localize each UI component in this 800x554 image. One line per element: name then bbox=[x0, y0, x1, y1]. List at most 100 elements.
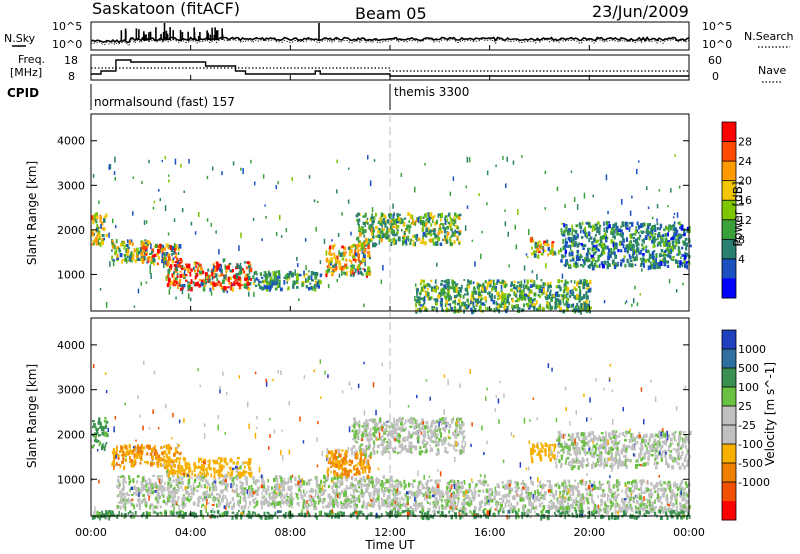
echo-cell bbox=[332, 456, 335, 461]
echo-cell bbox=[168, 444, 171, 449]
echo-cell bbox=[211, 482, 214, 486]
echo-cell bbox=[478, 292, 481, 297]
echo-cell bbox=[371, 239, 373, 242]
echo-cell bbox=[362, 475, 366, 481]
echo-cell bbox=[216, 278, 219, 282]
echo-cell bbox=[135, 254, 138, 258]
echo-cell bbox=[277, 181, 279, 185]
echo-cell bbox=[364, 223, 366, 228]
echo-cell bbox=[184, 466, 187, 471]
echo-cell bbox=[595, 233, 597, 237]
echo-cell bbox=[336, 478, 339, 481]
echo-cell bbox=[547, 304, 550, 310]
echo-cell bbox=[454, 233, 457, 236]
echo-cell bbox=[433, 242, 436, 245]
echo-cell bbox=[119, 476, 122, 478]
echo-cell bbox=[159, 457, 162, 462]
echo-cell bbox=[434, 241, 438, 246]
echo-cell bbox=[629, 243, 632, 248]
echo-cell bbox=[230, 457, 232, 461]
echo-cell bbox=[682, 240, 685, 244]
echo-cell bbox=[439, 418, 443, 421]
echo-cell bbox=[374, 499, 378, 503]
echo-cell bbox=[473, 306, 476, 309]
echo-cell bbox=[573, 197, 576, 202]
echo-cell bbox=[679, 226, 682, 229]
echo-cell bbox=[354, 249, 357, 254]
echo-cell bbox=[140, 281, 142, 286]
echo-cell bbox=[454, 429, 456, 433]
echo-cell bbox=[472, 293, 474, 298]
echo-cell bbox=[280, 476, 283, 482]
echo-cell bbox=[610, 248, 613, 252]
echo-cell bbox=[335, 487, 338, 493]
echo-cell bbox=[421, 440, 425, 445]
echo-cell bbox=[512, 284, 516, 289]
echo-cell bbox=[450, 223, 452, 227]
echo-cell bbox=[390, 241, 393, 246]
echo-cell bbox=[435, 429, 438, 433]
echo-cell bbox=[521, 308, 524, 313]
echo-cell bbox=[261, 479, 264, 484]
nave-line bbox=[91, 67, 689, 72]
echo-cell bbox=[588, 300, 591, 303]
echo-cell bbox=[517, 297, 520, 302]
echo-cell bbox=[169, 286, 171, 290]
echo-cell bbox=[296, 273, 299, 277]
echo-cell bbox=[173, 463, 175, 467]
echo-cell bbox=[550, 488, 553, 494]
echo-cell bbox=[615, 263, 618, 268]
echo-cell bbox=[434, 299, 438, 305]
echo-cell bbox=[531, 279, 534, 283]
echo-cell bbox=[341, 245, 344, 249]
echo-cell bbox=[508, 264, 510, 268]
echo-cell bbox=[508, 301, 511, 306]
echo-cell bbox=[244, 274, 247, 278]
echo-cell bbox=[386, 420, 388, 423]
echo-cell bbox=[369, 427, 372, 433]
echo-cell bbox=[524, 293, 527, 298]
echo-cell bbox=[411, 444, 414, 449]
echo-cell bbox=[646, 186, 648, 191]
echo-cell bbox=[164, 481, 166, 485]
echo-cell bbox=[674, 245, 676, 250]
echo-cell bbox=[414, 296, 416, 302]
echo-cell bbox=[329, 262, 332, 266]
echo-cell bbox=[466, 205, 469, 209]
echo-cell bbox=[137, 444, 139, 449]
echo-cell bbox=[608, 264, 611, 267]
echo-cell bbox=[568, 483, 571, 487]
echo-cell bbox=[547, 284, 551, 289]
echo-cell bbox=[595, 244, 598, 250]
echo-cell bbox=[274, 287, 278, 291]
echo-cell bbox=[287, 477, 290, 483]
echo-cell bbox=[169, 282, 172, 286]
echo-cell bbox=[461, 284, 463, 290]
echo-cell bbox=[393, 237, 396, 243]
echo-cell bbox=[628, 240, 631, 244]
echo-cell bbox=[477, 489, 481, 493]
echo-cell bbox=[331, 485, 334, 490]
echo-cell bbox=[529, 297, 532, 301]
echo-cell bbox=[210, 222, 212, 227]
echo-cell bbox=[354, 464, 358, 467]
echo-cell bbox=[305, 265, 307, 271]
echo-cell bbox=[608, 224, 611, 228]
echo-cell bbox=[502, 297, 506, 303]
echo-cell bbox=[221, 480, 224, 485]
echo-cell bbox=[388, 500, 391, 506]
echo-cell bbox=[249, 278, 252, 281]
echo-cell bbox=[371, 501, 373, 505]
echo-cell bbox=[613, 247, 615, 252]
echo-cell bbox=[262, 501, 265, 506]
echo-cell bbox=[361, 504, 364, 509]
echo-cell bbox=[364, 469, 367, 474]
echo-cell bbox=[569, 503, 573, 509]
echo-cell bbox=[642, 253, 645, 257]
echo-cell bbox=[363, 268, 367, 273]
echo-cell bbox=[150, 256, 153, 261]
echo-cell bbox=[636, 500, 639, 505]
echo-cell bbox=[601, 263, 604, 267]
echo-cell bbox=[403, 237, 406, 241]
echo-cell bbox=[415, 304, 417, 308]
